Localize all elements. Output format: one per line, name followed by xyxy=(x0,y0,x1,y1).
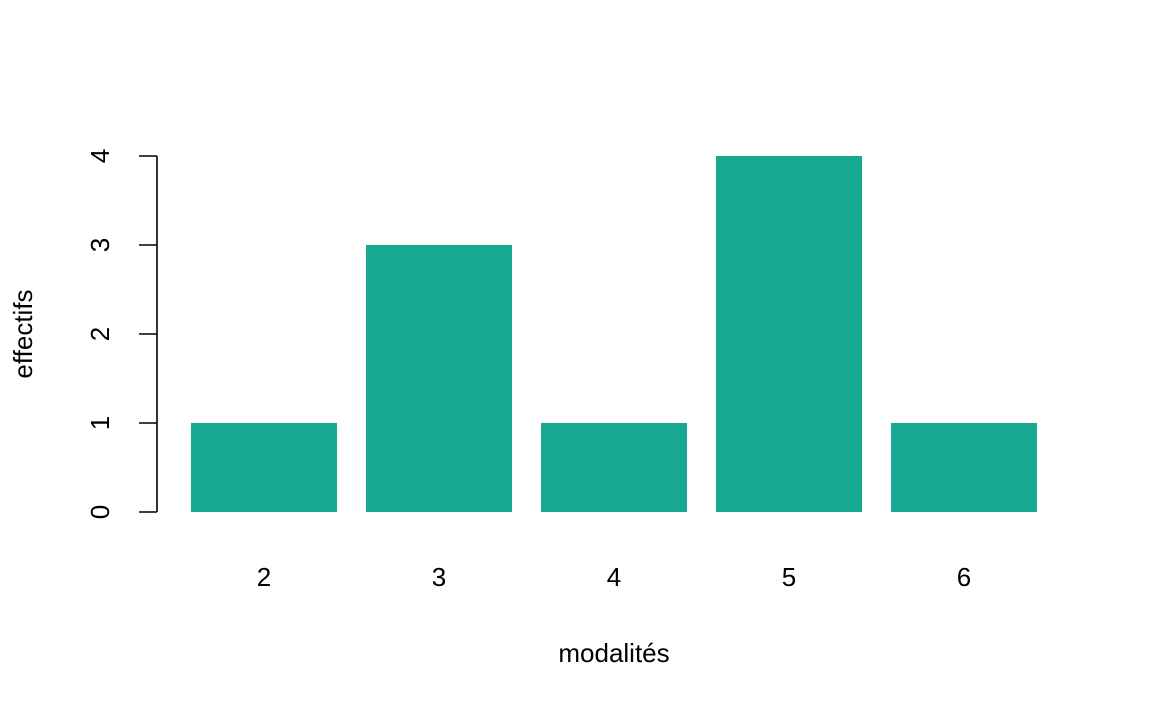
x-axis-title: modalités xyxy=(558,638,669,668)
y-axis: 0 1 2 3 4 xyxy=(85,149,158,519)
y-axis-title: effectifs xyxy=(8,289,38,378)
y-tick-label-1: 1 xyxy=(85,416,115,430)
x-tick-label-2: 2 xyxy=(257,562,271,592)
x-tick-label-4: 4 xyxy=(607,562,621,592)
y-tick-label-4: 4 xyxy=(85,149,115,163)
y-tick-label-3: 3 xyxy=(85,238,115,252)
y-ticks: 0 1 2 3 4 xyxy=(85,149,157,519)
x-tick-label-6: 6 xyxy=(957,562,971,592)
bar-3 xyxy=(366,245,512,512)
x-tick-label-3: 3 xyxy=(432,562,446,592)
bar-5 xyxy=(716,156,862,512)
y-tick-label-0: 0 xyxy=(85,505,115,519)
bar-2 xyxy=(191,423,337,512)
x-tick-label-5: 5 xyxy=(782,562,796,592)
y-tick-label-2: 2 xyxy=(85,327,115,341)
x-tick-labels: 2 3 4 5 6 xyxy=(257,562,971,592)
bars-group xyxy=(191,156,1037,512)
bar-4 xyxy=(541,423,687,512)
bar-6 xyxy=(891,423,1037,512)
